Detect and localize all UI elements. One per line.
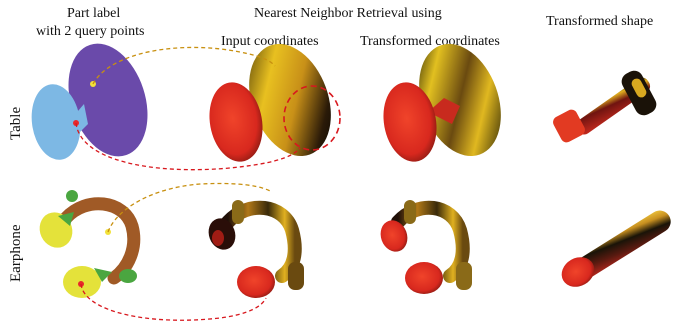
earphone-cup-top [39,212,73,248]
header-part-label-line1: Part label [67,6,121,21]
header-transformed-shape: Transformed shape [546,14,654,29]
table-trans-top [419,43,501,157]
table-input-base [209,82,263,162]
earphone-shape-end-cup [561,257,595,287]
earphone-input-coords-shape [208,200,304,298]
table-trans-leg [428,98,460,124]
earphone-trans-top-cup [380,220,408,252]
earphone-trans-top-stem [404,200,416,224]
earphone-trans-bottom-cup [405,262,443,294]
earphone-trans-bottom-stem [456,262,472,290]
earphone-transformed-coords-shape [380,200,472,294]
earphone-green-pad [119,269,137,283]
table-transformed-coords-shape [383,43,501,162]
table-transformed-shape [553,70,657,143]
header-transformed-coordinates: Transformed coordinates [360,34,500,49]
header-nn-title: Nearest Neighbor Retrieval using [254,6,442,21]
table-trans-base [383,82,437,162]
earphone-input-top-stem [232,200,244,224]
earphone-red-link [80,283,267,321]
earphone-part-label-shape [39,190,141,298]
earphone-input-bottom-stem [288,262,304,290]
earphone-input-top-cup-glow [212,230,224,246]
table-input-coords-shape [209,43,331,162]
table-shape-top-glow [631,78,647,98]
table-red-highlight-ellipse [283,85,341,151]
earphone-input-bottom-cup [237,266,275,298]
table-input-top [249,43,331,157]
table-top-part [68,43,148,157]
header-part-label-line2: with 2 query points [36,24,145,39]
earphone-gold-link [107,182,273,233]
table-gold-link [92,46,276,85]
header-input-coordinates: Input coordinates [221,34,319,49]
earphone-green-low [94,268,112,282]
earphone-green-top [66,190,78,202]
earphone-transformed-shape [561,210,671,287]
table-base-part [31,84,81,160]
earphone-green-mid [58,212,74,226]
earphone-band-part [59,197,141,285]
table-shape-base-end [553,109,585,143]
table-red-link [75,122,301,171]
